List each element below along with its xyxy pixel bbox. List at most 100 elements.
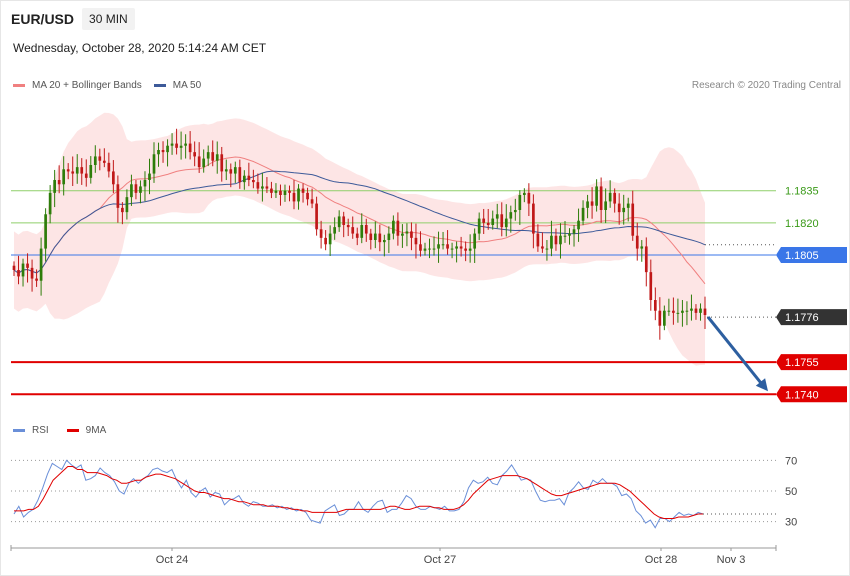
candle-body — [455, 246, 458, 249]
candle-56 — [265, 177, 269, 194]
candle-body — [631, 203, 635, 236]
ma20-line — [13, 156, 706, 285]
candle-body — [681, 310, 684, 313]
candle-7 — [44, 208, 47, 262]
candle-92 — [428, 238, 431, 259]
candle-body — [197, 156, 201, 168]
candle-65 — [306, 187, 309, 206]
candle-body — [247, 175, 251, 180]
candle-body — [491, 218, 495, 225]
rsi-label: RSI — [32, 425, 49, 436]
price-tag-1.1740 — [776, 386, 847, 403]
candle-body — [464, 248, 467, 251]
candle-body — [595, 186, 598, 206]
candle-body — [613, 192, 617, 204]
candle-42 — [202, 149, 206, 173]
candle-0 — [12, 261, 16, 277]
candle-136 — [626, 197, 630, 222]
datetime-label: Wednesday, October 28, 2020 5:14:24 AM C… — [13, 41, 267, 55]
candle-body — [112, 171, 115, 185]
candle-1 — [17, 255, 20, 285]
candle-body — [184, 143, 187, 146]
candle-26 — [130, 174, 133, 206]
candle-89 — [414, 223, 418, 259]
legend-rsi: RSI — [13, 425, 49, 436]
candle-body — [644, 246, 648, 273]
candle-8 — [48, 185, 52, 224]
candle-41 — [197, 142, 201, 173]
candle-body — [170, 143, 174, 146]
candle-100 — [464, 241, 467, 262]
candle-82 — [382, 234, 386, 257]
rsi-tick-70: 70 — [785, 455, 797, 467]
candle-body — [66, 169, 70, 172]
candle-49 — [233, 161, 237, 183]
candle-body — [563, 235, 567, 237]
candle-body — [224, 169, 228, 172]
candle-body — [297, 188, 300, 202]
candle-body — [274, 190, 278, 193]
ma50-swatch — [153, 84, 166, 87]
rsi-line — [13, 459, 704, 529]
candle-body — [703, 308, 707, 315]
candle-16 — [84, 159, 88, 187]
candle-48 — [229, 163, 233, 188]
candle-body — [301, 188, 305, 193]
candle-9 — [53, 169, 56, 208]
rsi-ma-label: 9MA — [85, 425, 107, 436]
candle-body — [550, 235, 553, 249]
candle-body — [635, 235, 639, 249]
candle-30 — [148, 158, 151, 195]
candle-body — [26, 263, 29, 268]
candle-body — [211, 152, 215, 161]
candle-138 — [635, 222, 639, 261]
candle-113 — [523, 188, 526, 203]
candle-90 — [419, 231, 422, 257]
candle-body — [206, 152, 210, 159]
candle-body — [653, 300, 657, 311]
candle-body — [121, 207, 124, 213]
candle-body — [672, 310, 675, 313]
candle-body — [482, 218, 486, 223]
timeframe-badge[interactable]: 30 MIN — [82, 8, 135, 30]
candle-120 — [554, 228, 558, 251]
candle-60 — [283, 184, 287, 202]
price-tag-1.1805 — [776, 247, 847, 263]
candle-body — [98, 156, 102, 161]
candle-body — [89, 165, 93, 178]
candle-142 — [653, 287, 657, 321]
candle-116 — [536, 224, 540, 252]
candle-body — [319, 229, 323, 238]
candle-body — [220, 154, 224, 172]
candle-body — [39, 248, 43, 281]
legend-9ma: 9MA — [66, 425, 107, 436]
candle-38 — [184, 134, 187, 159]
price-tag-layer: 1.1835 1.1820 1.1805 1.1776 1.1755 1.1740 — [776, 186, 847, 403]
candle-133 — [613, 188, 617, 213]
candle-body — [283, 190, 287, 195]
candle-27 — [134, 179, 138, 200]
candle-4 — [30, 259, 34, 292]
candle-body — [116, 184, 120, 208]
candle-body — [667, 310, 671, 312]
candle-body — [193, 152, 196, 157]
candle-35 — [170, 133, 174, 155]
time-label-1: Oct 27 — [424, 554, 456, 566]
candle-body — [75, 167, 79, 174]
candle-3 — [26, 253, 29, 283]
candle-body — [513, 210, 517, 213]
candle-body — [532, 203, 535, 234]
candle-145 — [667, 298, 671, 316]
candle-19 — [98, 148, 102, 171]
candle-47 — [224, 159, 228, 181]
candle-51 — [242, 170, 246, 190]
candle-body — [62, 169, 66, 185]
candle-135 — [622, 194, 626, 225]
candle-body — [450, 248, 454, 250]
candle-2 — [21, 258, 25, 287]
candle-88 — [410, 222, 413, 251]
candle-139 — [640, 240, 644, 262]
candle-body — [328, 233, 332, 245]
candle-115 — [532, 194, 535, 249]
candle-body — [486, 222, 490, 225]
